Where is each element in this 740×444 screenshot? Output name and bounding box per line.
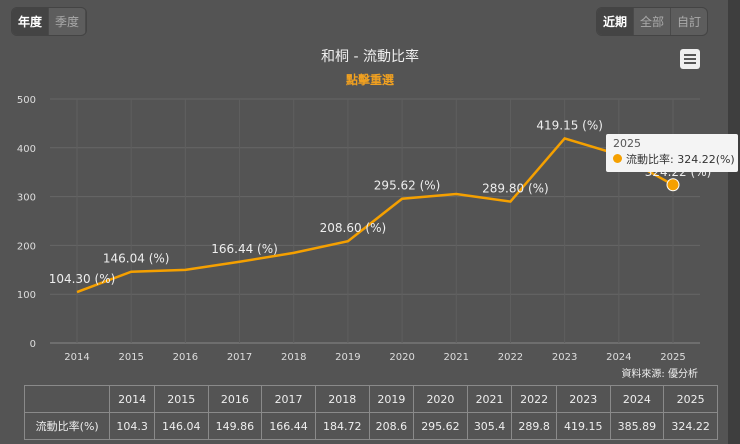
table-value-cell: 289.8 <box>511 412 557 440</box>
table-year-header: 2022 <box>511 385 557 413</box>
table-value-cell: 149.86 <box>207 412 263 440</box>
y-tick-label: 400 <box>17 144 36 155</box>
y-tick-label: 500 <box>17 95 36 106</box>
table-value-cell: 324.22 <box>663 412 718 440</box>
table-value-cell: 146.04 <box>153 412 209 440</box>
y-tick-label: 300 <box>17 193 36 204</box>
x-tick-label: 2025 <box>660 352 685 363</box>
table-year-header: 2025 <box>663 385 718 413</box>
data-label: 166.44 (%) <box>211 242 278 256</box>
row-label: 流動比率(%) <box>23 412 111 440</box>
table-value-cell: 295.62 <box>413 412 468 440</box>
table-year-header: 2014 <box>109 385 155 413</box>
table-value-cell: 208.6 <box>368 412 415 440</box>
data-label: 104.30 (%) <box>49 272 116 286</box>
table-year-header: 2018 <box>314 385 370 413</box>
line-chart: 0 100 200 300 400 500 2014 2015 2016 2017 2018 2019… <box>17 95 711 363</box>
table-value-cell: 419.15 <box>555 412 611 440</box>
period-toggle[interactable]: 年度 季度 <box>11 7 88 36</box>
data-label: 146.04 (%) <box>103 252 170 266</box>
hamburger-icon[interactable] <box>680 49 700 69</box>
period-annual-button[interactable]: 年度 <box>12 8 50 35</box>
table-year-header: 2021 <box>466 385 513 413</box>
table-value-cell: 184.72 <box>314 412 370 440</box>
x-tick-label: 2018 <box>281 352 306 363</box>
y-tick-label: 100 <box>17 290 36 301</box>
table-year-header: 2017 <box>261 385 316 413</box>
chart-subtitle-reselect[interactable]: 點擊重選 <box>345 73 394 87</box>
table-year-header: 2019 <box>368 385 415 413</box>
data-table: 2014 2015 2016 2017 2018 2019 2020 2021 2022 2023… <box>23 385 718 440</box>
table-value-cell: 104.3 <box>109 412 155 440</box>
period-quarterly-button[interactable]: 季度 <box>49 8 87 35</box>
tooltip-year: 2025 <box>613 137 641 150</box>
series-dot-icon <box>613 154 622 163</box>
x-tick-label: 2024 <box>606 352 631 363</box>
table-year-header: 2023 <box>555 385 611 413</box>
x-tick-label: 2023 <box>552 352 577 363</box>
data-label: 295.62 (%) <box>374 179 441 193</box>
y-tick-label: 0 <box>30 339 36 350</box>
x-tick-label: 2019 <box>335 352 360 363</box>
table-value-cell: 166.44 <box>261 412 316 440</box>
data-source: 資料來源: 優分析 <box>621 369 698 380</box>
table-year-header: 2015 <box>153 385 209 413</box>
series-line <box>76 137 674 294</box>
x-tick-label: 2016 <box>173 352 198 363</box>
range-toggle[interactable]: 近期 全部 自訂 <box>596 7 709 36</box>
x-tick-label: 2021 <box>444 352 469 363</box>
table-value-cell: 385.89 <box>609 412 665 440</box>
range-recent-button[interactable]: 近期 <box>597 8 635 35</box>
range-custom-button[interactable]: 自訂 <box>677 15 702 29</box>
x-tick-label: 2015 <box>118 352 143 363</box>
tooltip: 2025 流動比率: 324.22(%) <box>606 134 738 172</box>
scrollbar-track <box>728 0 740 444</box>
table-year-header: 2016 <box>207 385 263 413</box>
hover-point <box>666 178 680 192</box>
x-tick-label: 2017 <box>227 352 252 363</box>
y-tick-label: 200 <box>17 241 36 252</box>
tooltip-value: 流動比率: 324.22(%) <box>626 153 735 166</box>
data-label: 208.60 (%) <box>320 221 387 235</box>
table-row: 流動比率(%) 104.3 146.04 149.86 166.44 184.72 208.… <box>23 412 718 440</box>
table-year-header: 2024 <box>609 385 665 413</box>
table-corner <box>23 385 111 413</box>
table-value-cell: 305.4 <box>466 412 513 440</box>
table-header-row: 2014 2015 2016 2017 2018 2019 2020 2021 2022 2023… <box>23 385 718 413</box>
data-label: 289.80 (%) <box>482 182 549 196</box>
table-year-header: 2020 <box>413 385 468 413</box>
chart-title: 和桐 - 流動比率 <box>321 49 419 65</box>
x-tick-label: 2022 <box>498 352 523 363</box>
data-label: 419.15 (%) <box>536 118 603 132</box>
range-all-button[interactable]: 全部 <box>634 8 672 35</box>
x-tick-label: 2020 <box>389 352 414 363</box>
x-tick-label: 2014 <box>64 352 89 363</box>
